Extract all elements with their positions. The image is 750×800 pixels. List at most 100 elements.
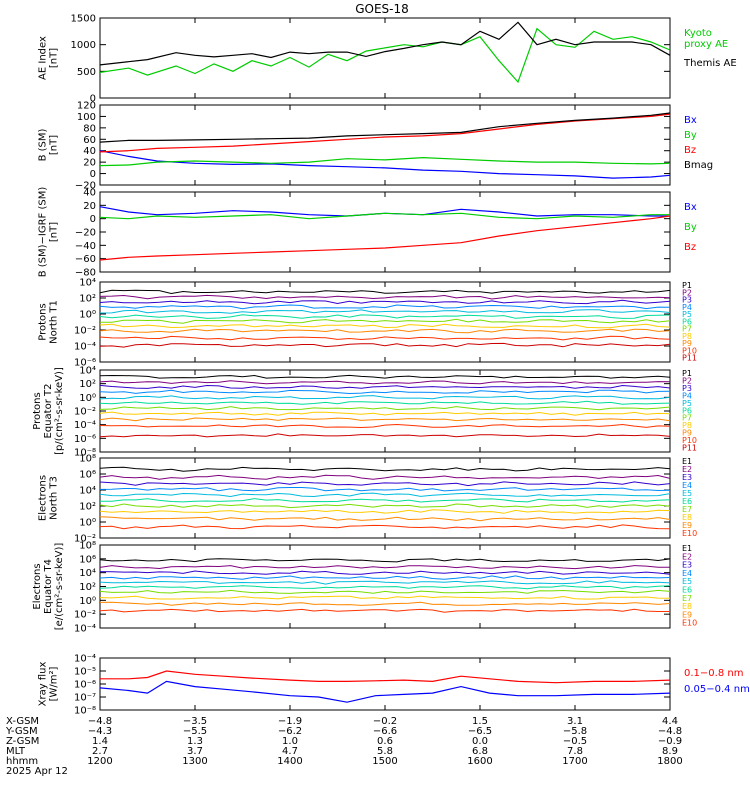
y-axis-label: [nT] [49, 48, 60, 68]
x-axis-tick-value: 1.0 [282, 736, 298, 747]
channel-line [99, 509, 671, 514]
legend-entry: Kyoto [684, 28, 712, 39]
channel-label: E10 [682, 619, 697, 628]
channel-line [99, 289, 671, 295]
y-tick-label: 1500 [71, 14, 96, 25]
channel-label: E5 [682, 489, 692, 498]
x-axis-tick-value: 1.4 [92, 736, 108, 747]
panel-frame [99, 191, 671, 273]
x-axis-tick-value: −6.2 [278, 726, 302, 737]
y-tick-label: 20 [83, 158, 96, 169]
channel-line [99, 400, 671, 405]
channel-label: P10 [682, 346, 697, 355]
y-axis-label: Electrons [32, 563, 43, 609]
x-axis-tick-value: −1.9 [278, 716, 302, 727]
y-axis-label: B (SM)−IGRF (SM) [38, 187, 49, 278]
channel-line [99, 299, 671, 305]
y-tick-label: 20 [83, 201, 96, 212]
x-axis-tick-value: −5.5 [183, 726, 207, 737]
x-axis-tick-value: 1.5 [472, 716, 488, 727]
channel-line [99, 411, 671, 416]
y-tick-label: 10⁻² [74, 407, 96, 418]
channel-line [99, 492, 671, 498]
series-line [99, 215, 671, 261]
x-axis-tick-value: −4.3 [88, 726, 112, 737]
channel-line [99, 570, 671, 575]
y-tick-label: 10⁻⁴ [74, 654, 96, 665]
x-axis-tick-value: 3.1 [567, 716, 583, 727]
y-tick-label: 10⁻² [74, 610, 96, 621]
channel-label: E6 [682, 586, 692, 595]
series-line [99, 27, 671, 84]
x-axis-tick-value: 1700 [562, 756, 587, 767]
x-axis-row-label: MLT [6, 746, 26, 757]
panel-frame [99, 657, 671, 711]
channel-label: E4 [682, 569, 692, 578]
y-axis-label: [e/(cm²-s-sr-keV)] [54, 543, 65, 631]
channel-line [99, 487, 671, 492]
legend-entry: 0.1−0.8 nm [684, 668, 743, 679]
channel-line [99, 323, 671, 329]
x-axis-tick-value: 1400 [277, 756, 302, 767]
y-axis-label: Equator T4 [43, 559, 54, 614]
channel-line [99, 433, 671, 438]
y-tick-label: 10⁶ [79, 470, 96, 481]
y-tick-label: 10⁸ [79, 541, 96, 552]
y-tick-label: 10⁻⁸ [74, 706, 96, 717]
x-axis-tick-value: 0.6 [377, 736, 393, 747]
channel-label: E6 [682, 497, 692, 506]
y-tick-label: 10⁻⁶ [74, 434, 96, 445]
y-tick-label: 60 [83, 135, 96, 146]
x-axis-row-label: Y-GSM [5, 726, 38, 737]
y-tick-label: 80 [83, 123, 96, 134]
y-tick-label: −20 [75, 228, 96, 239]
legend-entry: Bz [684, 242, 696, 253]
y-tick-label: −80 [75, 268, 96, 279]
y-tick-label: 10⁻⁷ [74, 693, 96, 704]
y-tick-label: 40 [83, 146, 96, 157]
x-axis-tick-value: 1200 [87, 756, 112, 767]
legend-entry: proxy AE [684, 39, 728, 50]
channel-line [99, 516, 671, 522]
y-tick-label: 10⁰ [79, 596, 96, 607]
channel-label: E8 [682, 602, 692, 611]
y-tick-label: 10⁻² [74, 326, 96, 337]
x-axis-tick-value: 1800 [657, 756, 682, 767]
channel-label: E8 [682, 513, 692, 522]
channel-line [99, 318, 671, 324]
y-axis-label: AE Index [38, 36, 49, 80]
channel-line [99, 481, 671, 487]
channel-line [99, 294, 671, 300]
channel-line [99, 558, 671, 563]
channel-label: E5 [682, 577, 692, 586]
y-tick-label: 10⁻⁶ [74, 358, 96, 369]
channel-label: P8 [682, 332, 692, 341]
series-line [99, 21, 671, 66]
legend-entry: Bz [684, 145, 696, 156]
channel-line [99, 589, 671, 594]
legend-entry: 0.05−0.4 nm [684, 684, 750, 695]
y-tick-label: 10⁻⁸ [74, 448, 96, 459]
channel-label: P9 [682, 429, 692, 438]
x-axis-tick-value: 0.0 [472, 736, 488, 747]
x-axis-tick-value: 4.4 [662, 716, 678, 727]
channel-line [99, 374, 671, 379]
channel-label: E9 [682, 610, 692, 619]
legend-entry: Bx [684, 202, 697, 213]
y-axis-label: Xray flux [38, 662, 49, 707]
channel-line [99, 335, 671, 341]
channel-label: P11 [682, 354, 697, 363]
channel-label: E10 [682, 529, 697, 538]
channel-label: E3 [682, 561, 692, 570]
y-tick-label: 10⁻⁴ [74, 624, 96, 635]
channel-label: E7 [682, 505, 692, 514]
channel-line [99, 384, 671, 389]
y-tick-label: 10⁻⁴ [74, 420, 96, 431]
channel-label: P9 [682, 339, 692, 348]
legend-entry: By [684, 130, 697, 141]
channel-label: P2 [682, 288, 692, 297]
legend-entry: Bmag [684, 160, 713, 171]
y-tick-label: 10⁻² [74, 534, 96, 545]
channel-label: P1 [682, 369, 692, 378]
y-tick-label: 0 [90, 214, 96, 225]
